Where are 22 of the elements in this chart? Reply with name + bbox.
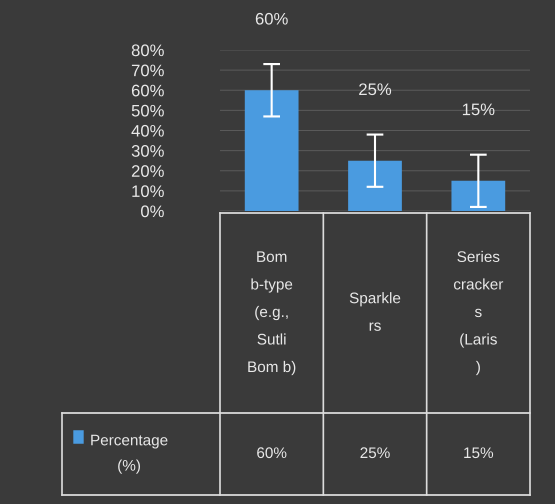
y-tick-label: 40% (131, 124, 164, 137)
text: 60% (256, 12, 288, 25)
text: 25% (359, 83, 392, 96)
y-tick-label: 20% (132, 165, 164, 177)
bar (451, 180, 506, 211)
y-tick-label: 60% (132, 84, 164, 96)
text: 15% (462, 104, 494, 116)
y-tick-label: 0% (141, 205, 164, 218)
data-label: 15% (464, 447, 494, 458)
y-tick-label: 10% (132, 185, 164, 198)
bar (348, 160, 402, 211)
bar (244, 90, 299, 211)
category-label: Series crackers (Laris ) (454, 250, 504, 376)
legend-label: Percentage (%) (91, 434, 168, 474)
data-label: 60% (257, 447, 286, 458)
y-tick-label: 50% (132, 104, 164, 117)
y-tick-label: 30% (132, 145, 164, 157)
x-tick-label: Sparklers (350, 292, 400, 331)
y-tick-label: 70% (132, 64, 164, 76)
y-tick-label: 80% (132, 44, 164, 56)
x-tick-label: Bom b-type (e.g., Sutli Bom b) (248, 251, 296, 376)
data-label: 25% (360, 447, 390, 458)
